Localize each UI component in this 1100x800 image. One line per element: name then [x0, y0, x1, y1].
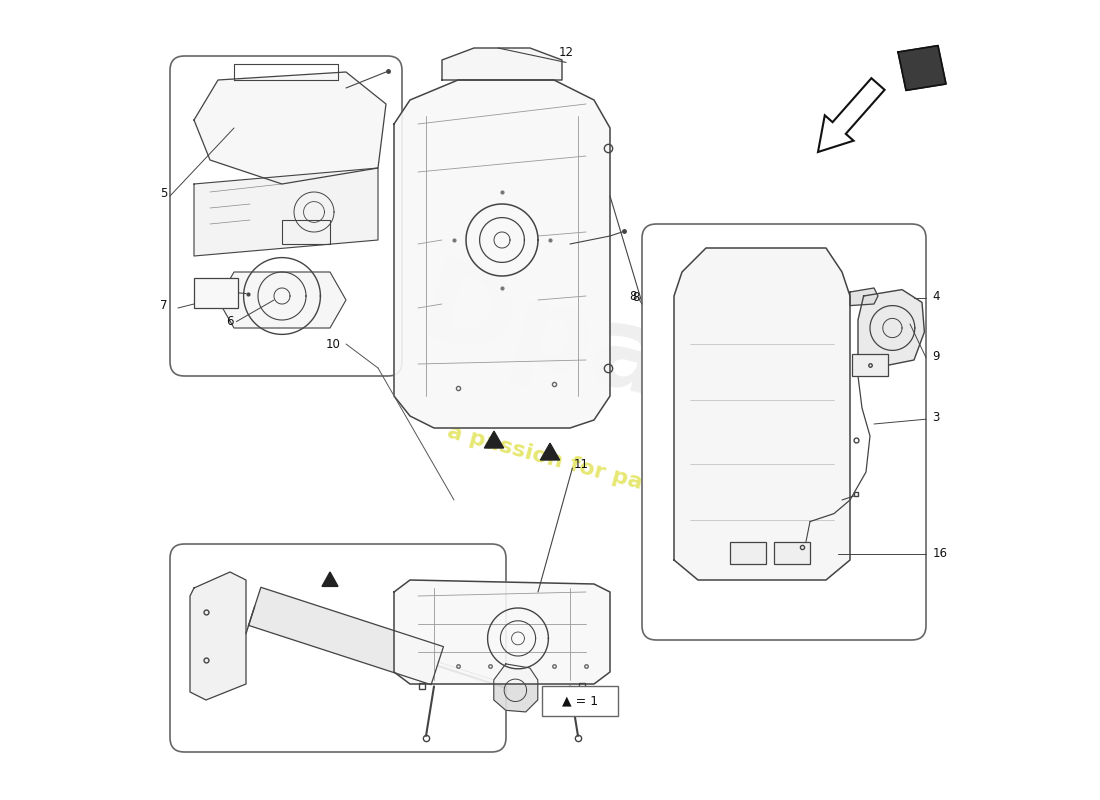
- Polygon shape: [540, 443, 560, 460]
- Bar: [542, 686, 618, 716]
- Text: 3: 3: [933, 411, 939, 424]
- Polygon shape: [898, 46, 946, 90]
- Text: 7: 7: [161, 299, 167, 312]
- Polygon shape: [322, 572, 338, 586]
- Text: 6: 6: [226, 315, 233, 328]
- Bar: [194, 278, 238, 308]
- Polygon shape: [190, 572, 246, 700]
- Bar: [282, 220, 330, 244]
- Polygon shape: [194, 168, 378, 256]
- Text: 11: 11: [574, 458, 589, 470]
- Polygon shape: [394, 580, 611, 684]
- Text: 10: 10: [326, 338, 341, 350]
- Polygon shape: [674, 248, 850, 580]
- Polygon shape: [394, 80, 611, 428]
- FancyArrow shape: [818, 78, 884, 152]
- Polygon shape: [194, 72, 386, 184]
- Bar: [730, 542, 766, 564]
- FancyBboxPatch shape: [170, 56, 402, 376]
- Text: 8: 8: [632, 291, 639, 304]
- FancyBboxPatch shape: [170, 544, 506, 752]
- Polygon shape: [442, 48, 562, 80]
- Text: a passion for parts since 1985: a passion for parts since 1985: [444, 422, 815, 538]
- Text: 9: 9: [933, 350, 939, 362]
- Polygon shape: [218, 272, 346, 328]
- Polygon shape: [850, 288, 878, 306]
- Polygon shape: [858, 290, 924, 366]
- Text: 4: 4: [933, 290, 939, 302]
- Text: 8: 8: [629, 290, 637, 302]
- Polygon shape: [484, 431, 504, 448]
- Text: 16: 16: [933, 547, 947, 560]
- Text: ▲ = 1: ▲ = 1: [562, 694, 598, 707]
- Text: 12: 12: [559, 46, 573, 59]
- Text: 5: 5: [161, 187, 167, 200]
- Text: Dparts: Dparts: [407, 250, 852, 470]
- Polygon shape: [249, 587, 443, 685]
- FancyBboxPatch shape: [642, 224, 926, 640]
- Bar: [851, 354, 888, 376]
- Bar: [774, 542, 810, 564]
- Polygon shape: [494, 664, 538, 712]
